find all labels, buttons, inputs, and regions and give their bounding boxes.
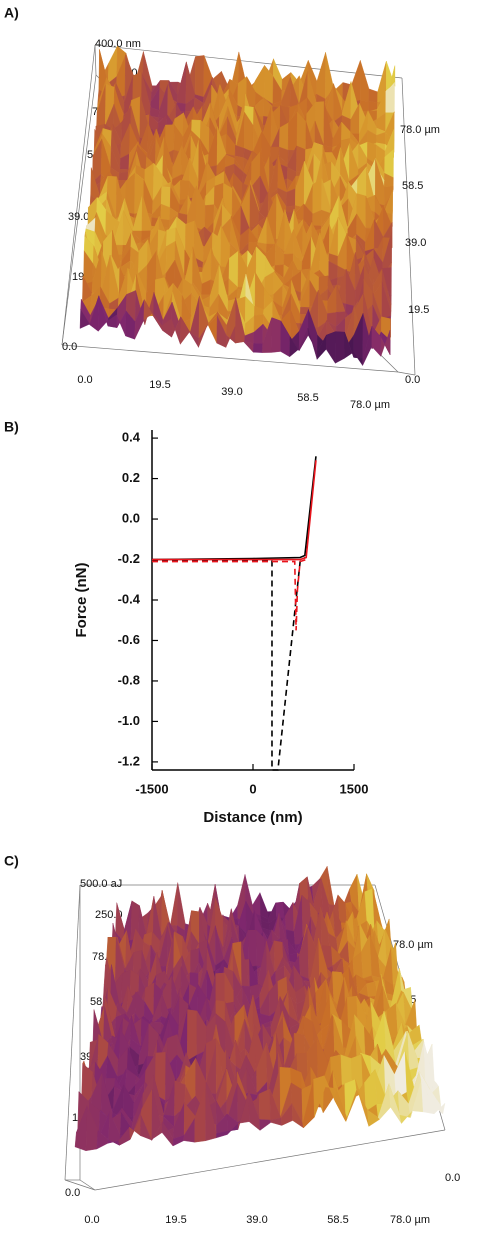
y-tick-label: -1.0 <box>118 713 140 728</box>
y-tick-label: -0.8 <box>118 672 140 687</box>
surface-panel: C)500.0 aJ250.00.078.058.539.019.50.019.… <box>4 853 460 1226</box>
surface-facet <box>316 52 326 100</box>
y-tick-label: 39.0 <box>68 211 89 223</box>
x-tick-label: 78.0 µm <box>390 1214 430 1226</box>
surface-facet <box>326 866 337 909</box>
y-tick-label: 0.4 <box>122 430 141 445</box>
box-edge <box>61 44 96 346</box>
surface-facet <box>335 331 345 364</box>
x-tick-label: 39.0 <box>246 1214 267 1226</box>
x-tick-label: 58.5 <box>297 392 318 404</box>
x-tick-label: 1500 <box>340 781 369 796</box>
y-tick-label: -0.4 <box>118 591 141 606</box>
y-tick-label: -0.2 <box>118 551 140 566</box>
surface-facet <box>359 60 370 102</box>
surface-facet <box>259 892 269 920</box>
box-edge <box>94 44 97 76</box>
surface-facet <box>187 1009 198 1062</box>
box-edge <box>61 344 399 373</box>
surface-facet <box>177 882 186 931</box>
x-tick-label: 78.0 µm <box>350 399 390 411</box>
x-tick-label: 19.5 <box>149 379 170 391</box>
data-line <box>152 556 306 771</box>
x-tick-label: 0.0 <box>84 1214 99 1226</box>
box-edge <box>61 74 97 346</box>
x-tick-label: 19.5 <box>165 1214 186 1226</box>
r-tick-label: 39.0 <box>405 237 426 249</box>
x-tick-label: 0 <box>249 781 256 796</box>
y-tick-label: -1.2 <box>118 753 140 768</box>
y-tick-label: 0.2 <box>122 470 140 485</box>
surface <box>79 45 396 367</box>
z-tick-label: 250.0 <box>95 909 123 921</box>
r-tick-label: 0.0 <box>445 1172 460 1184</box>
surface-facet <box>312 178 323 215</box>
panel-label: A) <box>4 5 19 21</box>
x-axis-title: Distance (nm) <box>203 809 302 826</box>
surface-facet <box>368 88 378 103</box>
surface-facet <box>243 341 254 353</box>
r-tick-label: 78.0 µm <box>400 124 440 136</box>
surface-facet <box>160 186 171 208</box>
panel-label: B) <box>4 419 19 435</box>
z-tick-label: 0.0 <box>65 1187 80 1199</box>
data-line <box>152 460 317 561</box>
box-edge <box>94 1129 446 1191</box>
x-tick-label: -1500 <box>135 781 168 796</box>
x-tick-label: 39.0 <box>221 386 242 398</box>
box-edge <box>79 1179 96 1191</box>
surface-facet <box>169 882 178 926</box>
box-edge <box>64 1179 96 1191</box>
r-tick-label: 78.0 µm <box>393 939 433 951</box>
panel-label: C) <box>4 853 19 869</box>
box-edge <box>94 44 403 79</box>
data-line <box>151 456 317 561</box>
z-tick-label: 400.0 nm <box>95 38 141 50</box>
surface-facet <box>258 1088 271 1121</box>
surface-facet <box>380 329 391 357</box>
box-edge <box>397 371 416 376</box>
surface <box>74 865 446 1152</box>
surface-facet <box>253 343 263 353</box>
box-edge <box>64 884 81 1181</box>
surface-facet <box>259 1119 272 1131</box>
surface-facet <box>118 171 129 181</box>
surface-facet <box>431 1102 446 1115</box>
data-line <box>152 558 307 631</box>
r-tick-label: 58.5 <box>402 180 423 192</box>
surface-facet <box>325 331 336 364</box>
x-tick-label: 58.5 <box>327 1214 348 1226</box>
z-tick-label: 500.0 aJ <box>80 878 122 890</box>
surface-facet <box>271 317 282 353</box>
surface-panel: A)400.0 nm200.00.078.058.539.019.50.019.… <box>4 5 440 411</box>
x-tick-label: 0.0 <box>77 374 92 386</box>
surface-facet <box>194 55 205 98</box>
y-tick-label: 0.0 <box>122 510 140 525</box>
r-tick-label: 19.5 <box>408 304 429 316</box>
surface-facet <box>252 892 261 916</box>
y-tick-label: -0.6 <box>118 632 140 647</box>
box-edge <box>401 77 416 376</box>
surface-facet <box>344 1079 357 1122</box>
y-axis-title: Force (nN) <box>73 562 90 637</box>
r-tick-label: 0.0 <box>405 374 420 386</box>
z-tick-label: 0.0 <box>62 341 77 353</box>
